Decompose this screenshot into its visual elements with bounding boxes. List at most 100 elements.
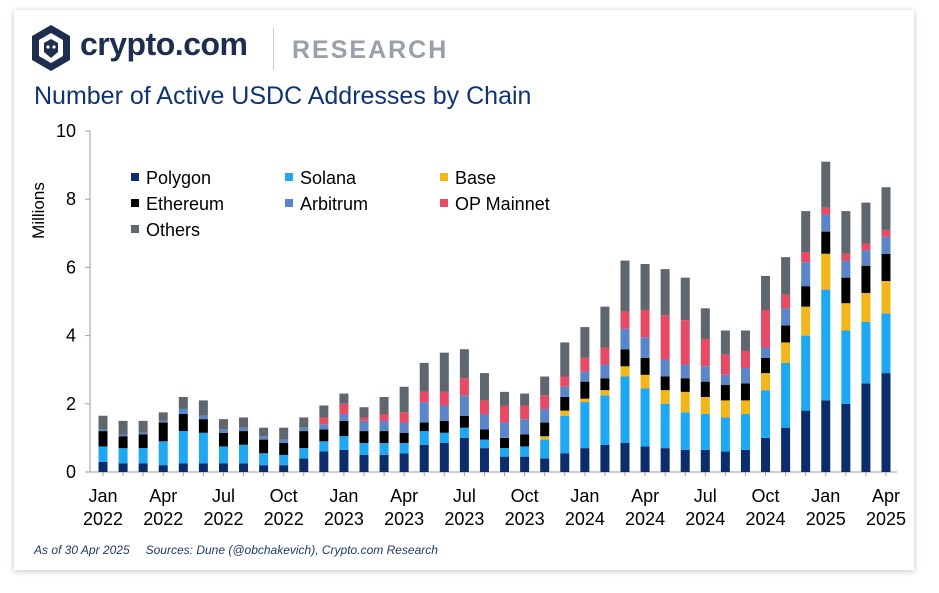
bar-segment-polygon (118, 463, 128, 472)
bar-segment-arbitrum (399, 422, 409, 433)
bar-segment-solana (218, 446, 228, 464)
bar-segment-polygon (98, 461, 108, 472)
bar-segment-op-mainnet (399, 412, 409, 423)
bar-segment-others (861, 202, 871, 244)
bar-segment-others (781, 257, 791, 295)
bar-segment-polygon (801, 410, 811, 472)
bar-segment-ethereum (379, 431, 389, 444)
bar-segment-arbitrum (479, 414, 489, 430)
x-tick-label-month: Jan (811, 486, 840, 506)
as-of-date: As of 30 Apr 2025 (34, 543, 130, 557)
legend-label-arbitrum: Arbitrum (300, 194, 368, 214)
bar-segment-arbitrum (761, 347, 771, 358)
bar-segment-others (560, 342, 570, 377)
bar-segment-others (720, 330, 730, 355)
bar-segment-op-mainnet (560, 376, 570, 387)
bar-segment-solana (801, 335, 811, 411)
bar-segment-arbitrum (680, 364, 690, 379)
bar-segment-arbitrum (801, 262, 811, 287)
bar-segment-op-mainnet (740, 350, 750, 368)
x-tick-label-year: 2024 (565, 509, 605, 529)
chart-title: Number of Active USDC Addresses by Chain (34, 82, 532, 110)
bar-segment-arbitrum (640, 337, 650, 358)
bar-segment-solana (239, 444, 249, 464)
bar-segment-ethereum (861, 265, 871, 293)
bar-segment-base (700, 396, 710, 415)
bar-segment-polygon (640, 446, 650, 472)
bar-segment-polygon (158, 465, 168, 472)
bar-segment-others (379, 396, 389, 415)
bar-segment-op-mainnet (520, 405, 530, 420)
bar-segment-arbitrum (821, 214, 831, 232)
bar-segment-base (540, 436, 550, 440)
bar-segment-arbitrum (620, 328, 630, 350)
bar-segment-op-mainnet (580, 357, 590, 372)
bar-segment-polygon (259, 465, 269, 472)
bar-segment-base (600, 390, 610, 396)
bar-segment-polygon (720, 451, 730, 472)
bar-segment-others (821, 161, 831, 208)
y-tick-label: 10 (56, 121, 76, 141)
bar-segment-op-mainnet (620, 311, 630, 329)
x-tick-label-year: 2025 (866, 509, 906, 529)
bar-segment-polygon (359, 454, 369, 472)
bar-segment-ethereum (600, 378, 610, 391)
x-tick-label-month: Jul (212, 486, 235, 506)
bar-segment-ethereum (540, 422, 550, 437)
bar-segment-op-mainnet (640, 310, 650, 338)
x-tick-label-month: Apr (149, 486, 177, 506)
bar-segment-solana (620, 376, 630, 444)
bar-segment-solana (600, 395, 610, 445)
bar-segment-arbitrum (459, 395, 469, 416)
bar-segment-arbitrum (720, 374, 730, 386)
bar-segment-solana (821, 289, 831, 401)
bar-segment-op-mainnet (479, 400, 489, 415)
bar-segment-ethereum (218, 432, 228, 447)
bar-segment-polygon (299, 458, 309, 472)
bar-segment-others (158, 412, 168, 421)
bar-segment-others (259, 427, 269, 437)
bar-segment-solana (439, 432, 449, 444)
bar-segment-solana (740, 414, 750, 450)
bar-segment-polygon (600, 444, 610, 472)
bar-segment-op-mainnet (861, 243, 871, 251)
bar-segment-op-mainnet (881, 229, 891, 237)
bar-segment-others (580, 327, 590, 358)
bar-segment-arbitrum (379, 420, 389, 432)
bar-segment-arbitrum (279, 439, 289, 444)
bar-segment-others (178, 396, 188, 409)
bar-segment-others (500, 391, 510, 406)
bar-segment-solana (781, 362, 791, 428)
bar-segment-others (198, 400, 208, 416)
bar-segment-others (239, 417, 249, 428)
bar-segment-solana (540, 439, 550, 459)
bar-segment-ethereum (479, 429, 489, 440)
bar-segment-ethereum (439, 420, 449, 433)
bar-segment-ethereum (660, 376, 670, 391)
bar-segment-arbitrum (781, 308, 791, 326)
x-tick-label-year: 2024 (625, 509, 665, 529)
bar-segment-others (98, 415, 108, 430)
bar-segment-others (881, 187, 891, 230)
x-tick-label-month: Jan (88, 486, 117, 506)
bar-segment-solana (419, 431, 429, 445)
x-tick-label-month: Oct (270, 486, 298, 506)
bar-segment-base (640, 374, 650, 389)
bar-segment-op-mainnet (459, 378, 469, 396)
bar-segment-ethereum (399, 432, 409, 444)
bar-segment-others (700, 308, 710, 340)
bar-segment-solana (500, 448, 510, 457)
bar-segment-polygon (479, 448, 489, 472)
x-tick-label-year: 2023 (444, 509, 484, 529)
x-tick-label-month: Apr (872, 486, 900, 506)
bar-segment-op-mainnet (379, 414, 389, 421)
bar-segment-arbitrum (259, 436, 269, 440)
bar-segment-polygon (319, 451, 329, 472)
bar-segment-op-mainnet (841, 253, 851, 261)
bar-segment-others (640, 263, 650, 311)
bar-segment-polygon (560, 453, 570, 472)
bar-segment-others (439, 352, 449, 392)
legend-swatch-op-mainnet (440, 199, 448, 207)
bar-segment-ethereum (560, 396, 570, 411)
legend-label-base: Base (455, 168, 496, 188)
